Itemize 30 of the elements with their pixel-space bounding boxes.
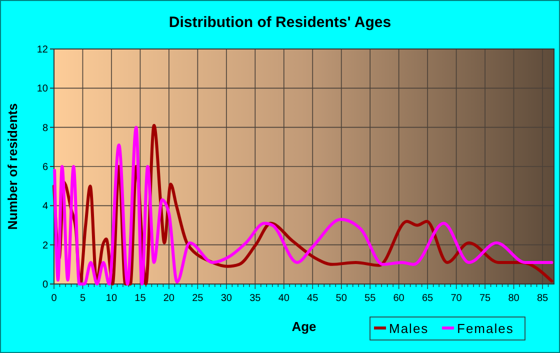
x-tick-label: 0 [51,293,58,304]
x-tick-label: 20 [163,293,175,304]
y-axis-title: Number of residents [5,103,20,230]
y-tick-label: 8 [42,122,48,134]
x-tick-label: 75 [479,293,492,304]
x-axis-title: Age [292,319,316,334]
x-tick-label: 15 [134,293,146,304]
x-tick-label: 85 [536,293,549,304]
x-tick-label: 65 [422,293,434,304]
y-tick-label: 4 [42,201,48,212]
x-tick-label: 40 [278,293,290,304]
x-tick-label: 45 [307,293,319,304]
x-tick-label: 60 [393,293,405,304]
x-tick-label: 55 [364,293,376,304]
legend-label: Females [457,321,514,336]
x-tick-label: 30 [220,293,232,304]
x-tick-label: 80 [508,293,520,304]
x-tick-label: 25 [192,293,204,304]
y-tick-label: 12 [36,44,48,56]
chart-title: Distribution of Residents' Ages [168,14,392,31]
y-tick-label: 10 [36,84,48,95]
x-tick-label: 35 [250,293,262,304]
y-tick-label: 2 [42,240,48,252]
x-tick-label: 10 [106,293,118,304]
legend-label: Males [389,321,429,336]
x-tick-label: 70 [450,293,462,304]
x-tick-label: 50 [336,293,348,304]
x-tick-label: 5 [80,293,86,304]
y-tick-label: 6 [42,162,48,173]
y-tick-label: 0 [42,280,48,290]
